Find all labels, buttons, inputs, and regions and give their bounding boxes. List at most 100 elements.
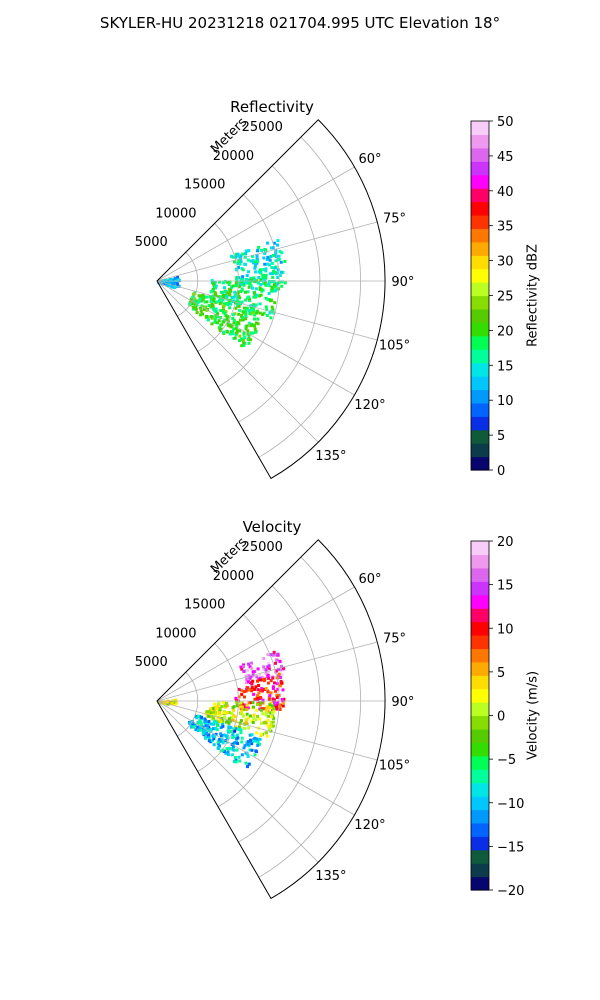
range-ring [217,614,280,808]
colorbar-segment [471,809,489,824]
colorbar-segment [471,769,489,784]
radial-tick-label: 5000 [135,655,168,670]
range-ring [197,643,239,772]
colorbar-segment [471,675,489,690]
azimuth-spoke [156,280,355,396]
angle-tick-label: 120° [354,398,385,413]
angle-tick-label: 105° [379,759,410,774]
colorbar-segment [471,389,489,404]
angle-tick-label: 75° [383,211,406,226]
angle-tick-label: 60° [358,572,381,587]
colorbar-segment [471,349,489,364]
angle-tick-label: 90° [391,275,414,290]
colorbar-tick-label: −15 [497,840,524,855]
range-ring [238,165,321,423]
colorbar-segment [471,147,489,162]
echo-region-inbound-south [188,714,262,769]
colorbar-segment [471,836,489,851]
chart-title: Reflectivity [230,98,314,116]
colorbar-segment [471,863,489,878]
echo-region-main-echo-north [229,239,287,288]
polar-grid [156,136,385,458]
colorbar-segment [471,755,489,770]
colorbar-tick-label: 5 [497,429,505,444]
radial-tick-label: 15000 [184,178,225,193]
colorbar-segment [471,554,489,569]
angle-tick-label: 135° [315,449,346,464]
radial-tick-label: 25000 [242,120,283,135]
colorbar-segment [471,621,489,636]
colorbar-segment [471,429,489,444]
angle-tick-label: 105° [379,339,410,354]
colorbar-tick-label: 15 [497,579,514,594]
angle-tick-label: 135° [315,869,346,884]
colorbar-segment [471,581,489,596]
range-ring [258,556,361,878]
colorbar-tick-label: 10 [497,394,514,409]
colorbar-segment [471,456,489,471]
echo-region-main-echo-east [208,278,281,320]
colorbar-segment [471,541,489,556]
colorbar-tick-label: 20 [497,535,514,550]
chart-title: Velocity [243,518,302,536]
range-ring [217,194,280,388]
azimuth-spoke [156,700,355,816]
range-ring [238,585,321,843]
radial-tick-label: 20000 [213,569,254,584]
colorbar-segment [471,849,489,864]
colorbar-segment [471,295,489,310]
azimuth-spoke [156,700,378,761]
azimuth-spoke [156,641,378,702]
colorbar-segment [471,121,489,136]
colorbar-segment [471,567,489,582]
radial-tick-label: 25000 [242,540,283,555]
colorbar-tick-label: −5 [497,753,516,768]
colorbar-segment [471,796,489,811]
chart-reflectivity: Reflectivity500010000150002000025000Mete… [135,98,541,480]
colorbar-segment [471,594,489,609]
colorbar-tick-label: 10 [497,622,514,637]
colorbar-tick-label: 0 [497,464,505,479]
colorbar-segment [471,255,489,270]
colorbar-segment [471,188,489,203]
azimuth-spoke [156,280,319,443]
radial-tick-label: 5000 [135,235,168,250]
colorbar-segment [471,661,489,676]
colorbar-label: Velocity (m/s) [526,671,541,760]
colorbar-segment [471,161,489,176]
colorbar-segment [471,688,489,703]
range-ring [258,136,361,458]
colorbar-segment [471,728,489,743]
colorbar-segment [471,648,489,663]
colorbar-tick-label: 25 [497,290,514,305]
angle-tick-label: 75° [383,631,406,646]
colorbar-segment [471,876,489,891]
angle-tick-label: 90° [391,695,414,710]
colorbar-tick-label: 50 [497,115,514,130]
azimuth-spoke [156,221,378,282]
azimuth-spoke [156,700,319,863]
echo-region-outbound-north [239,650,286,685]
radial-tick-label: 10000 [155,626,196,641]
colorbar-segment [471,402,489,417]
colorbar-segment [471,362,489,377]
angle-tick-label: 60° [358,152,381,167]
colorbar-segment [471,201,489,216]
radial-tick-label: 20000 [213,149,254,164]
range-ring [177,671,199,737]
colorbar-label: Reflectivity dBZ [526,244,541,347]
colorbar-segment [471,322,489,337]
colorbar-segment [471,308,489,323]
colorbar-tick-label: 40 [497,185,514,200]
colorbar-tick-label: −20 [497,884,524,899]
colorbar-tick-label: 15 [497,359,514,374]
colorbar-tick-label: 35 [497,220,514,235]
colorbar-segment [471,335,489,350]
range-ring [197,223,239,352]
colorbar: 0 5 10 15 20 25 30 35 40 45 50 Reflectivity dBZ [470,115,541,479]
range-ring [177,251,199,317]
radial-tick-label: 15000 [184,598,225,613]
colorbar-segment [471,241,489,256]
radial-tick-label: 10000 [155,206,196,221]
